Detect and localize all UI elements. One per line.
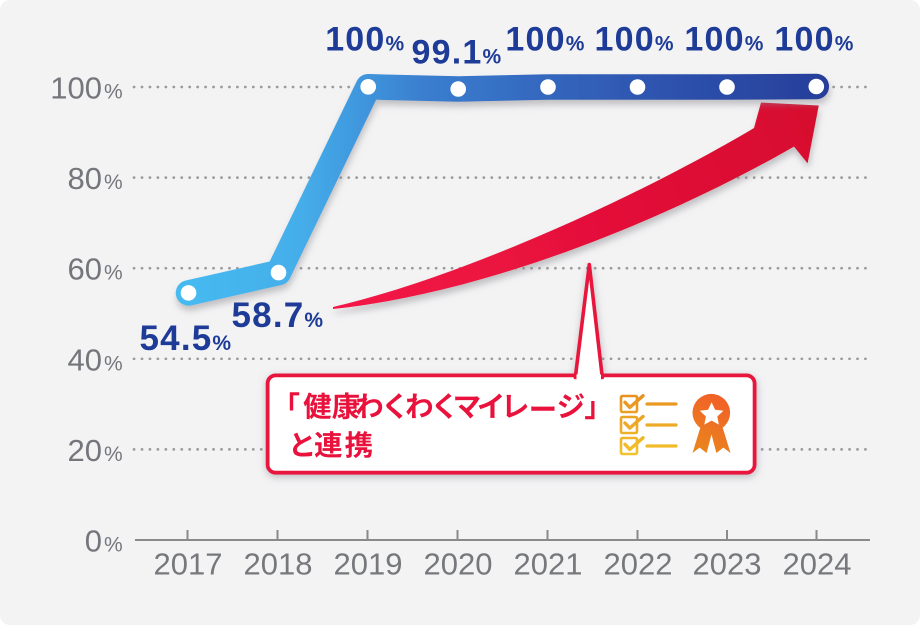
svg-text:2023: 2023 xyxy=(693,547,762,582)
svg-text:100%: 100% xyxy=(774,21,854,59)
svg-text:%: % xyxy=(104,443,123,466)
svg-text:%: % xyxy=(104,352,123,375)
svg-text:%: % xyxy=(104,534,123,557)
svg-text:20: 20 xyxy=(68,433,102,468)
svg-text:58.7%: 58.7% xyxy=(232,296,325,335)
svg-text:2018: 2018 xyxy=(244,547,313,582)
svg-text:2021: 2021 xyxy=(514,547,583,582)
svg-text:40: 40 xyxy=(68,342,102,377)
svg-text:2020: 2020 xyxy=(424,547,493,582)
svg-text:80: 80 xyxy=(68,161,102,196)
svg-text:2019: 2019 xyxy=(334,547,403,582)
svg-text:%: % xyxy=(104,171,123,194)
svg-text:2022: 2022 xyxy=(604,547,673,582)
svg-text:%: % xyxy=(104,262,123,285)
svg-text:%: % xyxy=(104,81,123,104)
svg-text:60: 60 xyxy=(68,252,102,287)
svg-text:100%: 100% xyxy=(684,21,764,59)
svg-text:0: 0 xyxy=(85,524,102,559)
svg-text:100: 100 xyxy=(50,71,102,106)
svg-text:2024: 2024 xyxy=(783,547,852,582)
svg-text:2017: 2017 xyxy=(154,547,223,582)
